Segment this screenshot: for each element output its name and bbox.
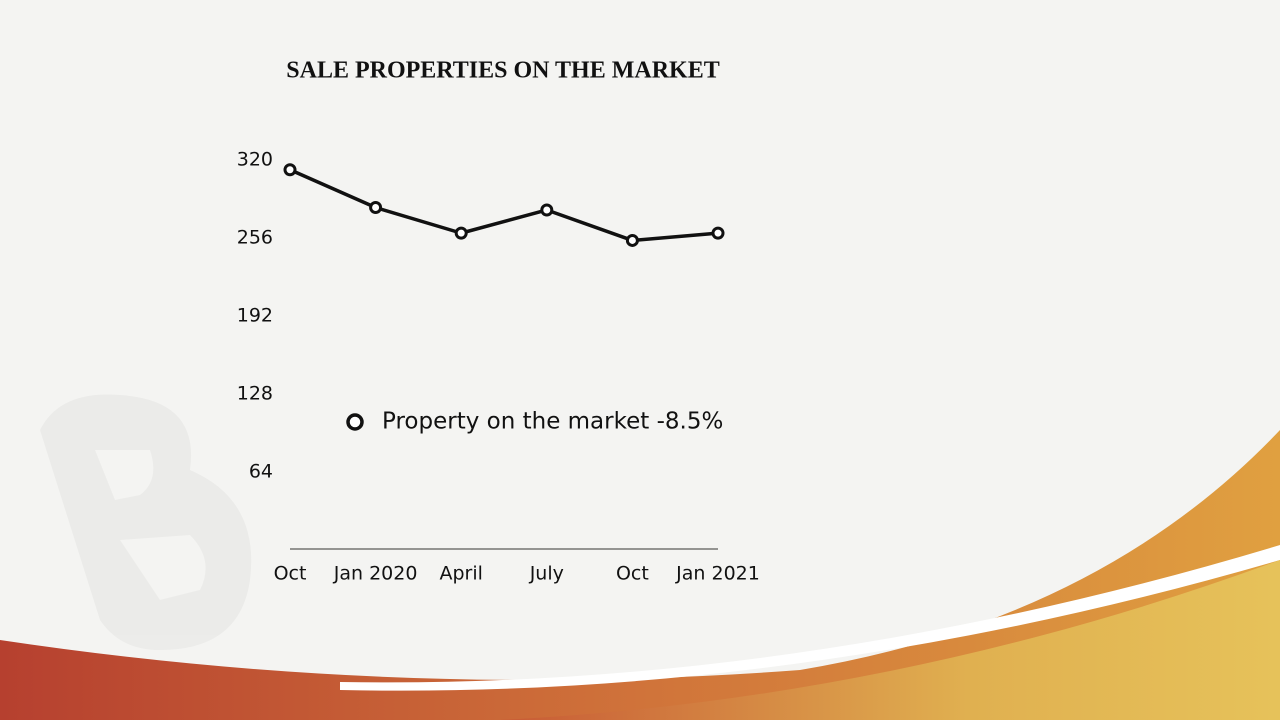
legend-label: Property on the market -8.5% <box>382 409 723 435</box>
chart-title: SALE PROPERTIES ON THE MARKET <box>286 58 719 84</box>
legend-marker <box>346 413 364 431</box>
wave-front <box>500 560 1280 720</box>
y-tick-label: 256 <box>237 227 273 249</box>
watermark <box>40 394 252 650</box>
point <box>454 226 468 240</box>
x-tick-label: Oct <box>616 563 649 585</box>
point <box>625 233 639 247</box>
x-tick-label: Oct <box>274 563 307 585</box>
point <box>369 201 383 215</box>
wave-stripe <box>340 545 1280 691</box>
wave-back <box>0 430 1280 720</box>
y-tick-label: 128 <box>237 383 273 405</box>
x-tick-label: July <box>529 563 564 585</box>
point <box>711 226 725 240</box>
x-tick-label: April <box>439 563 482 585</box>
x-tick-label: Jan 2020 <box>333 563 418 585</box>
y-tick-label: 320 <box>237 149 273 171</box>
plot: 64 128 192 256 320 Oct Jan 2020 April July Oct Jan… <box>237 149 760 585</box>
y-tick-label: 64 <box>249 461 273 483</box>
point <box>540 203 554 217</box>
x-tick-label: Jan 2021 <box>675 563 760 585</box>
y-tick-label: 192 <box>237 305 273 327</box>
point <box>283 163 297 177</box>
line <box>289 168 719 243</box>
